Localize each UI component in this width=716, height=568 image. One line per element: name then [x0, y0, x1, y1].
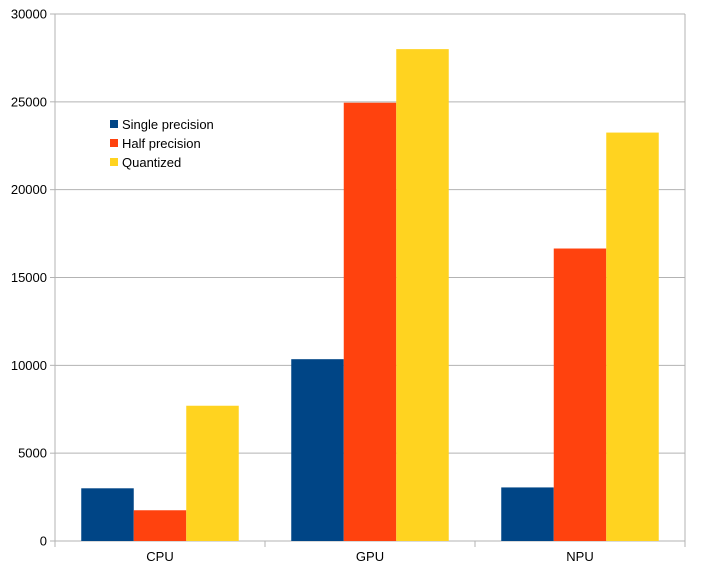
legend-swatch-quantized — [110, 158, 118, 166]
x-tick-labels: CPU GPU NPU — [146, 549, 593, 564]
y-tick-labels: 0 5000 10000 15000 20000 25000 30000 — [11, 7, 47, 549]
bar-npu-quantized — [606, 132, 659, 541]
x-tick-label-gpu: GPU — [356, 549, 384, 564]
bar-gpu-quantized — [396, 49, 449, 542]
y-tick-label: 10000 — [11, 358, 47, 373]
bar-cpu-half-precision — [133, 510, 187, 541]
legend-label-half-precision: Half precision — [122, 136, 201, 151]
y-tick-label: 15000 — [11, 270, 47, 285]
legend-swatch-half-precision — [110, 139, 118, 147]
y-tick-label: 25000 — [11, 94, 47, 109]
bar-npu-half-precision — [553, 248, 607, 541]
bars — [81, 49, 659, 542]
legend: Single precision Half precision Quantized — [110, 117, 214, 170]
bar-cpu-quantized — [186, 405, 239, 541]
bar-cpu-single-precision — [81, 488, 134, 541]
legend-label-quantized: Quantized — [122, 155, 181, 170]
y-tick-label: 20000 — [11, 182, 47, 197]
bar-gpu-single-precision — [291, 359, 344, 541]
x-tick-label-cpu: CPU — [146, 549, 173, 564]
legend-label-single-precision: Single precision — [122, 117, 214, 132]
bar-gpu-half-precision — [343, 102, 397, 541]
y-tick-label: 30000 — [11, 7, 47, 22]
bar-npu-single-precision — [501, 487, 554, 541]
y-tick-label: 0 — [40, 534, 47, 549]
x-tick-label-npu: NPU — [566, 549, 593, 564]
y-tick-label: 5000 — [18, 446, 47, 461]
legend-swatch-single-precision — [110, 120, 118, 128]
